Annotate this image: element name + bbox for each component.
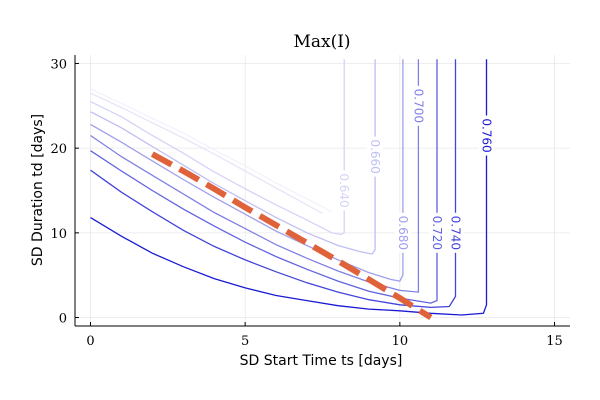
- tick-labels: 0 5 10 15 0 10 20 30: [50, 57, 562, 349]
- contour-label-text: 0.760: [480, 118, 494, 152]
- x-tick-label-1: 5: [241, 334, 249, 349]
- y-tick-label-0: 0: [59, 312, 67, 327]
- contour-label-0.640: 0.640: [336, 170, 353, 211]
- x-tick-label-0: 0: [86, 334, 94, 349]
- x-tick-label-2: 10: [392, 334, 409, 349]
- chart-title: Max(I): [293, 32, 350, 52]
- contour-label-text: 0.680: [396, 216, 410, 250]
- x-axis-label: SD Start Time ts [days]: [240, 353, 403, 369]
- contour-label-text: 0.640: [337, 173, 351, 207]
- contour-label-text: 0.700: [411, 89, 425, 123]
- contour-line-0.66: [90, 59, 376, 255]
- contour-line-0.74: [90, 59, 457, 309]
- contour-label-text: 0.660: [368, 139, 382, 173]
- contour-line-0.64: [90, 59, 345, 236]
- y-axis-label: SD Duration td [days]: [30, 114, 46, 266]
- contour-label-0.760: 0.760: [478, 115, 495, 156]
- contour-label-text: 0.720: [430, 216, 444, 250]
- contour-line-0.63: [90, 92, 323, 214]
- overlay-line: [150, 151, 433, 321]
- y-tick-label-1: 10: [50, 227, 67, 242]
- contour-line-0.72: [90, 59, 438, 304]
- contour-labels: 0.640 0.660 0.680 0.700 0.720 0.740 0.760: [336, 85, 495, 253]
- contour-label-0.680: 0.680: [394, 212, 411, 253]
- contour-line-0.7: [90, 59, 420, 293]
- contour-label-0.700: 0.700: [410, 85, 427, 126]
- contour-label-0.740: 0.740: [447, 212, 464, 253]
- axes: [74, 55, 570, 327]
- y-tick-label-3: 30: [50, 57, 67, 72]
- x-tick-label-3: 15: [546, 334, 563, 349]
- contour-line-0.68: [90, 59, 404, 282]
- contour-label-text: 0.740: [449, 216, 463, 250]
- contour-label-0.720: 0.720: [429, 212, 445, 253]
- contour-label-0.660: 0.660: [367, 136, 384, 177]
- contour-line-0.62: [90, 88, 333, 213]
- contour-lines: [90, 59, 488, 316]
- grid: [75, 55, 570, 326]
- overlay-dashed-line: [150, 151, 433, 321]
- y-tick-label-2: 20: [50, 142, 67, 157]
- contour-line-0.76: [90, 59, 488, 316]
